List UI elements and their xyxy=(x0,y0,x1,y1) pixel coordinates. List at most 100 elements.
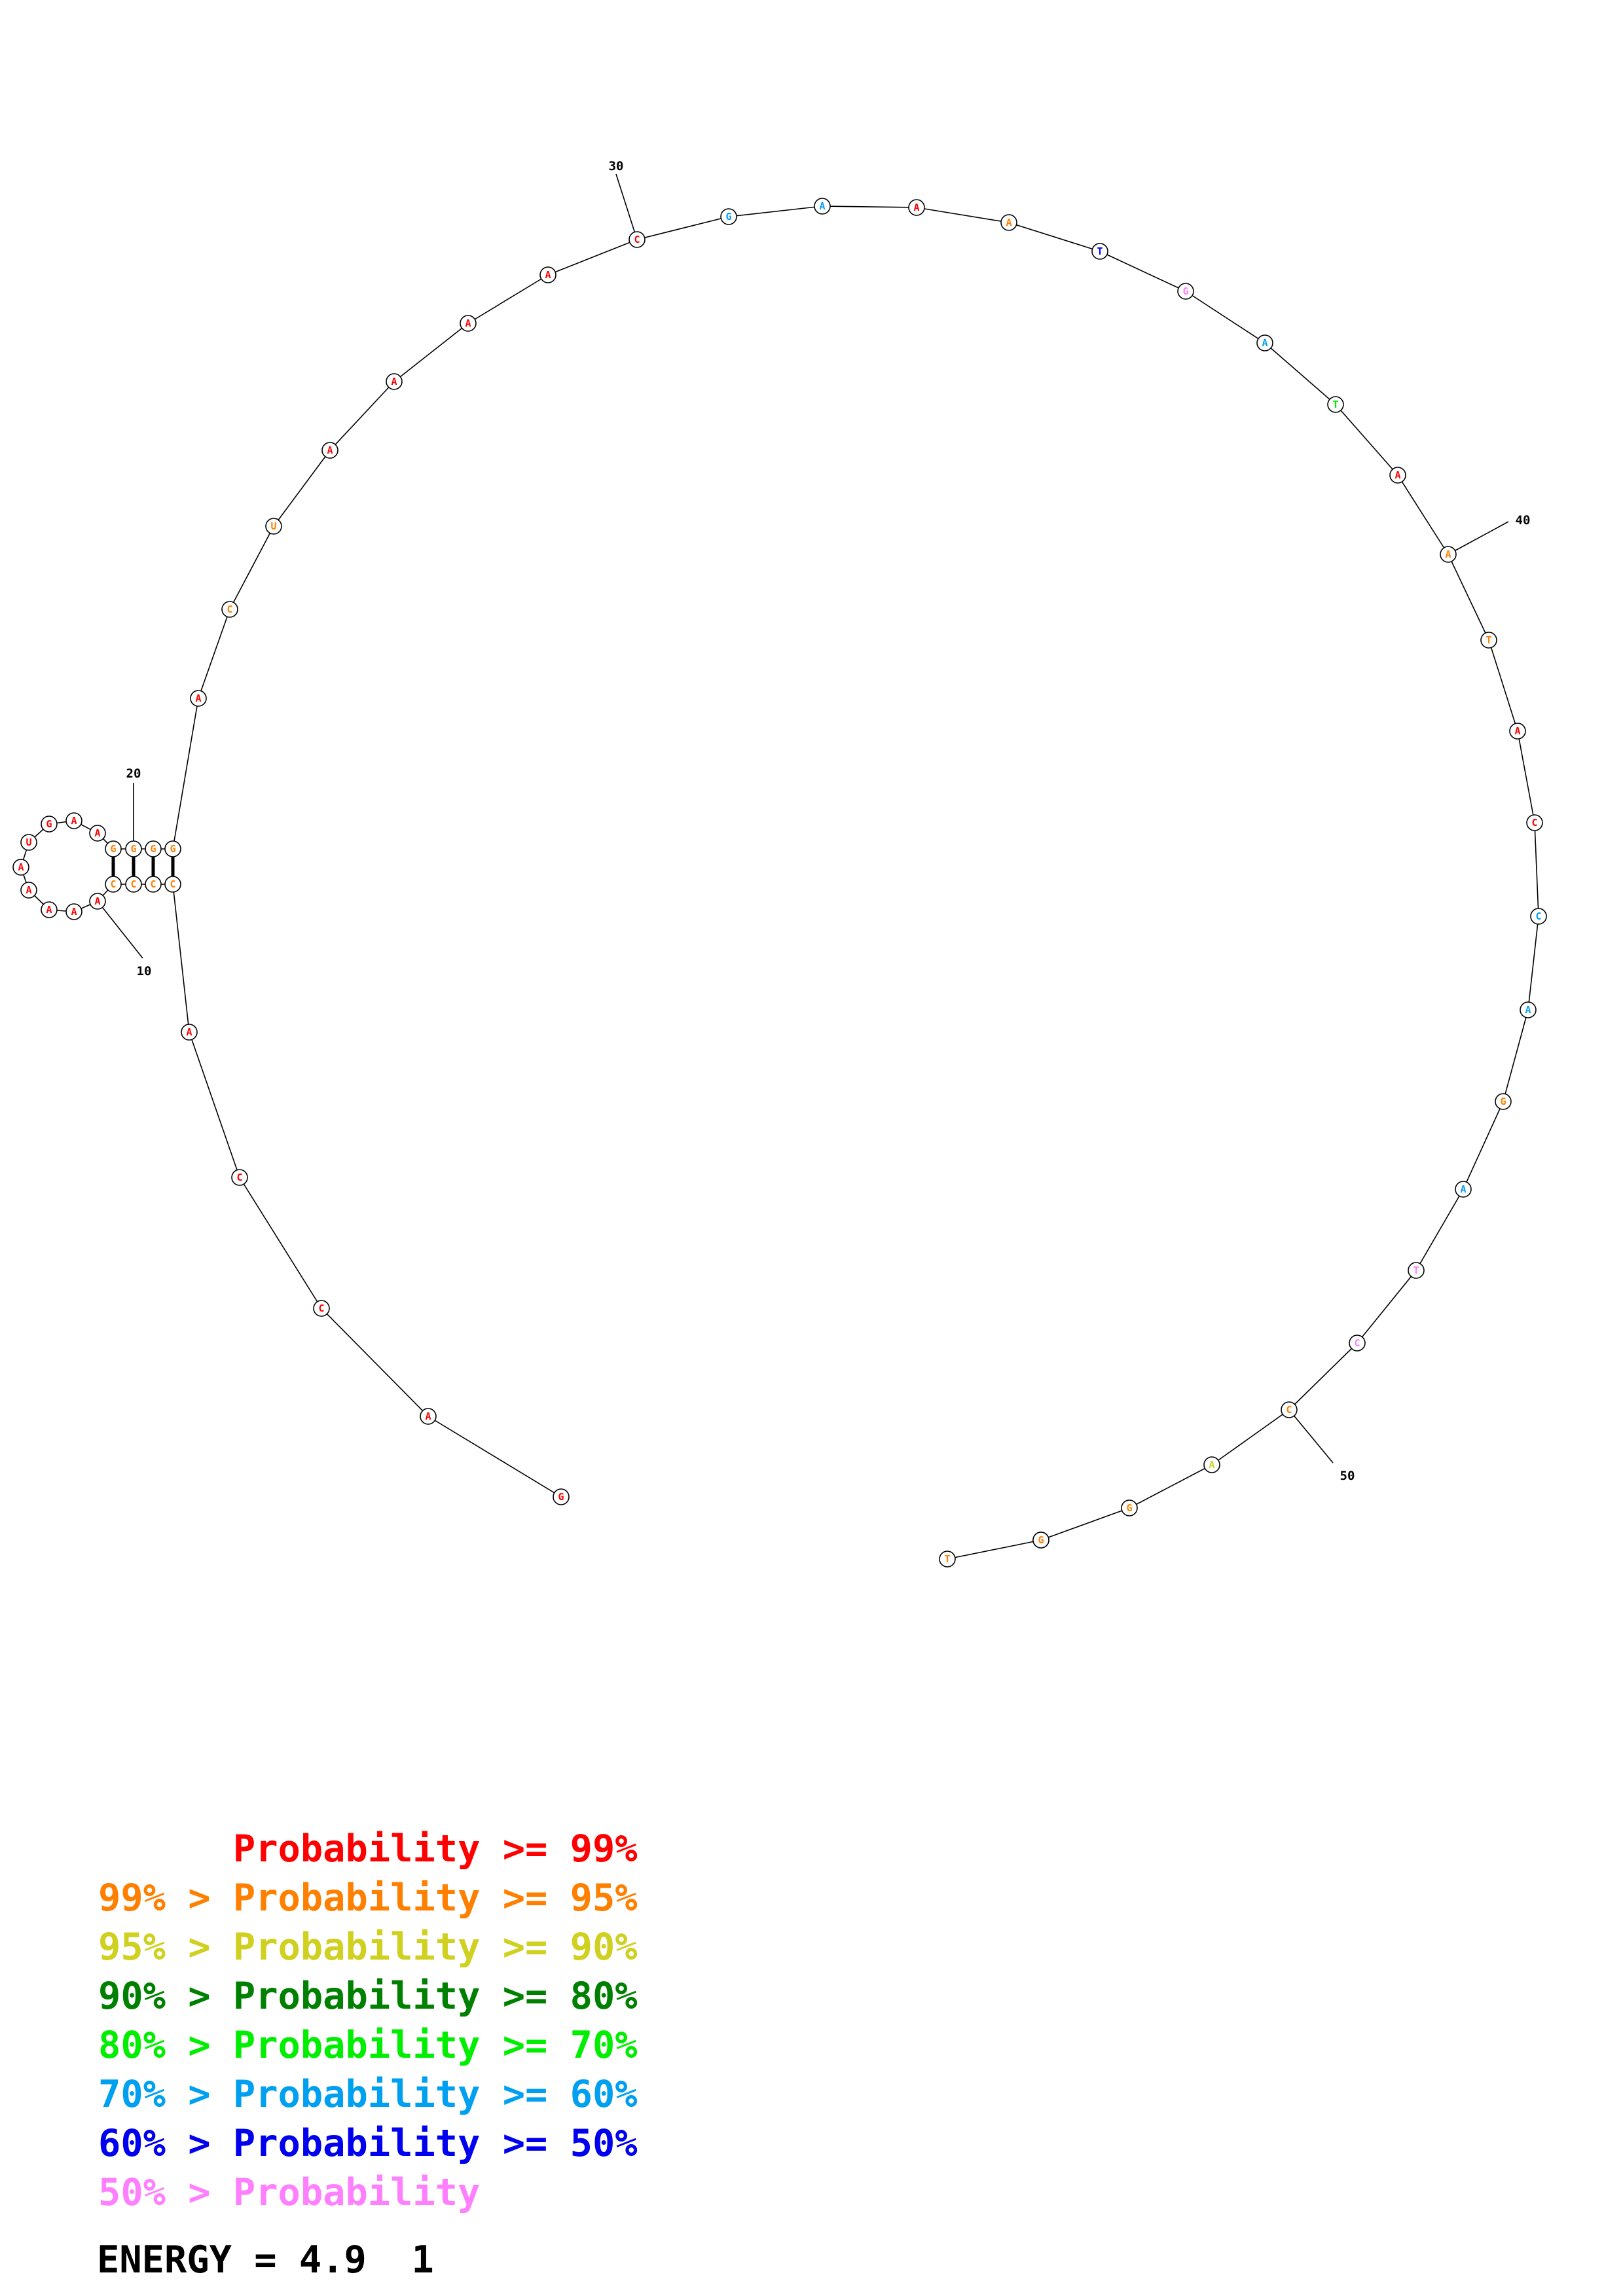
nucleotide-circle xyxy=(321,442,338,459)
nucleotide-circle xyxy=(221,601,238,618)
legend-label: Probability xyxy=(232,2122,481,2165)
nucleotide-circle xyxy=(1389,467,1406,484)
nucleotide-letter: U xyxy=(270,520,276,532)
nucleotide-node: A xyxy=(1509,723,1526,740)
nucleotide-circle xyxy=(231,1169,248,1186)
nucleotide-circle xyxy=(41,901,58,918)
backbone-segment xyxy=(1517,730,1535,823)
nucleotide-circle xyxy=(1520,1001,1537,1018)
legend-prefix: 90% > xyxy=(98,1975,233,2018)
backbone-segment xyxy=(916,207,1010,223)
nucleotide-node: A xyxy=(1203,1456,1220,1473)
nucleotide-letter: G xyxy=(1500,1096,1506,1107)
backbone-segment xyxy=(329,381,395,451)
nucleotide-circle xyxy=(145,876,162,893)
position-label: 30 xyxy=(609,159,624,173)
legend-suffix: >= 90% xyxy=(480,1926,638,1969)
nucleotide-node: A xyxy=(190,690,207,707)
backbone-segment xyxy=(1357,1270,1417,1344)
position-label: 50 xyxy=(1340,1469,1355,1483)
backbone-segment xyxy=(1288,1342,1358,1410)
nucleotide-letter: A xyxy=(94,895,100,907)
nucleotide-letter: G xyxy=(150,843,156,855)
legend-suffix: >= 80% xyxy=(480,1975,638,2018)
legend-line: 90% > Probability >= 80% xyxy=(98,1973,884,2019)
nucleotide-circle xyxy=(12,859,29,876)
nucleotide-letter: A xyxy=(195,692,201,704)
legend-suffix: >= 50% xyxy=(480,2122,638,2165)
nucleotide-circle xyxy=(1327,396,1344,413)
nucleotide-circle xyxy=(1121,1499,1138,1516)
position-label: 10 xyxy=(137,964,152,978)
nucleotide-node: G xyxy=(145,840,162,857)
nucleotide-letter: A xyxy=(913,202,919,213)
nucleotide-circle xyxy=(1256,334,1273,351)
nucleotide-letter: A xyxy=(465,317,471,329)
nucleotide-node: A xyxy=(420,1408,437,1425)
nucleotide-circle xyxy=(1509,723,1526,740)
nucleotide-letter: C xyxy=(318,1302,324,1314)
nucleotide-letter: C xyxy=(130,878,136,890)
nucleotide-node: C xyxy=(105,876,122,893)
backbone-segment xyxy=(273,450,331,527)
backbone-segment xyxy=(1503,1009,1529,1102)
nucleotide-node: T xyxy=(1091,243,1108,260)
nucleotide-circle xyxy=(89,893,106,910)
backbone-segment xyxy=(393,323,469,382)
structure-number: 1 xyxy=(411,2238,434,2282)
nucleotide-letter: A xyxy=(327,444,333,456)
nucleotide-circle xyxy=(1455,1181,1472,1198)
nucleotide-circle xyxy=(265,518,282,535)
base-pair-lines xyxy=(111,849,175,884)
nucleotide-node: T xyxy=(1327,396,1344,413)
legend-line: 95% > Probability >= 90% xyxy=(98,1924,884,1970)
position-ticks: 10 20 30 40 50 xyxy=(97,159,1531,1483)
nucleotide-node: A xyxy=(1389,467,1406,484)
nucleotide-circle xyxy=(1000,214,1017,231)
nucleotide-circle xyxy=(1440,546,1457,563)
nucleotide-circle xyxy=(164,840,181,857)
nucleotide-circle xyxy=(164,876,181,893)
nucleotide-node: A xyxy=(65,812,82,829)
legend-label: Probability xyxy=(232,2073,481,2116)
nucleotide-node: U xyxy=(20,834,37,851)
nucleotide-letter: T xyxy=(1332,399,1338,410)
backbone-segment xyxy=(636,216,729,240)
nucleotide-node: A xyxy=(814,198,831,215)
nucleotide-node: G xyxy=(1032,1532,1049,1549)
legend-line: 60% > Probability >= 50% xyxy=(98,2121,884,2166)
backbone-segment xyxy=(1463,1101,1504,1190)
nucleotide-node: C xyxy=(1349,1335,1366,1352)
nucleotide-node: A xyxy=(386,373,403,390)
nucleotide-letter: G xyxy=(46,818,52,830)
legend-suffix: >= 95% xyxy=(480,1876,638,1920)
nucleotide-circle xyxy=(1177,283,1194,300)
nucleotide-circle xyxy=(814,198,831,215)
nucleotide-letter: A xyxy=(18,861,24,873)
backbone-segment xyxy=(1527,916,1539,1011)
backbone-segment xyxy=(1211,1409,1290,1465)
nucleotide-circle xyxy=(1349,1335,1366,1352)
nucleotide-node: C xyxy=(1530,908,1547,925)
position-label: 40 xyxy=(1516,513,1531,528)
nucleotide-circle xyxy=(1203,1456,1220,1473)
nucleotide-node: A xyxy=(908,199,925,216)
energy-label: ENERGY = 4.9 xyxy=(97,2238,367,2282)
nucleotide-circle xyxy=(908,199,925,216)
legend-line: Probability >= 99% xyxy=(98,1826,884,1872)
legend-line: 70% > Probability >= 60% xyxy=(98,2072,884,2117)
backbone-segment xyxy=(1040,1507,1130,1541)
nucleotide-circle xyxy=(1480,632,1497,649)
nucleotide-node: G xyxy=(105,840,122,857)
nucleotide-node: A xyxy=(41,901,58,918)
nucleotide-letter: G xyxy=(1126,1502,1132,1514)
backbone-segment xyxy=(172,884,190,1033)
nucleotide-circle xyxy=(190,690,207,707)
nucleotide-node: A xyxy=(89,825,106,842)
legend-prefix: 99% > xyxy=(98,1876,233,1920)
nucleotide-circle xyxy=(939,1551,956,1568)
nucleotide-node: G xyxy=(1121,1499,1138,1516)
nucleotide-circle xyxy=(1495,1093,1512,1110)
nucleotide-letter: T xyxy=(1097,245,1103,257)
energy-line: ENERGY = 4.9 1 xyxy=(97,2238,434,2284)
